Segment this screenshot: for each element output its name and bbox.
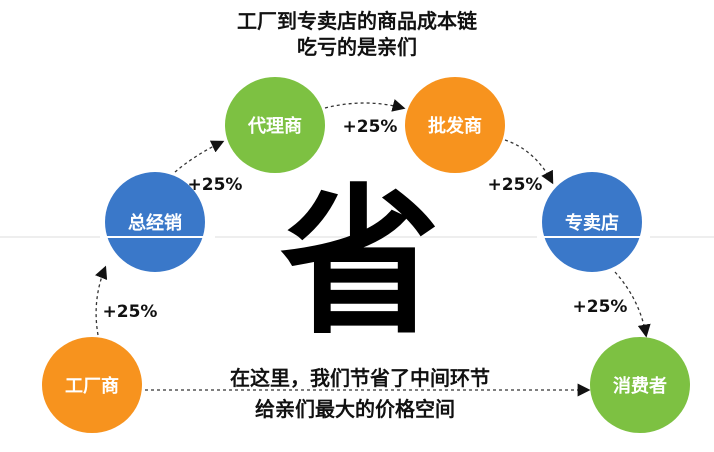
arrow-agent-to-wholesaler [324,99,406,112]
svg-text:批发商: 批发商 [428,115,482,137]
svg-text:专卖店: 专卖店 [565,212,619,234]
save-character: 省 [280,169,440,356]
title-line-1: 工厂到专卖店的商品成本链 [237,9,478,33]
bottom-text-line-1: 在这里，我们节省了中间环节 [230,366,490,390]
node-agent: 代理商 [225,77,325,173]
arrow-wholesaler-to-store [504,139,554,185]
arrow-factory-to-distributor [95,265,108,336]
markup-label: +25% [188,175,243,195]
markup-label: +25% [103,302,158,322]
svg-text:总经销: 总经销 [128,212,182,234]
node-wholesaler: 批发商 [405,77,505,173]
svg-text:消费者: 消费者 [613,375,667,397]
svg-text:工厂商: 工厂商 [65,375,119,397]
arrow-distributor-to-agent [174,140,225,173]
node-general-distributor: 总经销 [105,172,205,272]
arrow-store-to-consumer [614,271,651,338]
markup-label: +25% [343,117,398,137]
svg-text:代理商: 代理商 [247,115,302,137]
node-store: 专卖店 [542,172,642,272]
bottom-text-line-2: 给亲们最大的价格空间 [255,397,455,421]
markup-label: +25% [573,297,628,317]
node-factory: 工厂商 [42,337,142,433]
node-consumer: 消费者 [590,337,690,433]
markup-label: +25% [488,175,543,195]
title-line-2: 吃亏的是亲们 [297,35,417,59]
